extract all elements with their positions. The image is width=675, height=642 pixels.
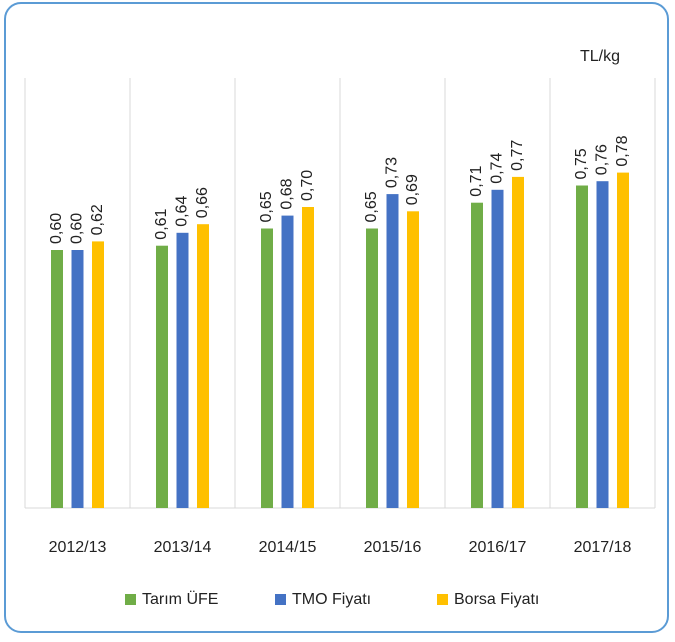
bar xyxy=(281,215,294,508)
bar xyxy=(471,202,483,508)
bar xyxy=(302,207,314,508)
value-label: 0,73 xyxy=(384,157,401,188)
value-label: 0,68 xyxy=(279,178,296,209)
bar xyxy=(176,232,189,509)
bar xyxy=(51,250,63,508)
bar xyxy=(386,194,399,508)
bar xyxy=(491,189,504,509)
bar xyxy=(92,241,104,508)
bar xyxy=(407,211,419,509)
value-label: 0,64 xyxy=(174,196,191,227)
value-label: 0,61 xyxy=(153,208,170,239)
x-tick-label: 2014/15 xyxy=(259,539,317,556)
unit-label: TL/kg xyxy=(580,48,620,65)
x-tick-label: 2013/14 xyxy=(154,539,212,556)
legend-swatch xyxy=(275,594,286,605)
value-label: 0,60 xyxy=(69,213,86,244)
value-label: 0,78 xyxy=(614,135,631,166)
bar xyxy=(596,181,609,508)
legend-label: Borsa Fiyatı xyxy=(454,591,539,608)
legend-label: Tarım ÜFE xyxy=(142,590,218,608)
value-label: 0,74 xyxy=(489,153,506,184)
x-tick-label: 2012/13 xyxy=(49,539,107,556)
bar xyxy=(71,250,84,508)
bar xyxy=(156,245,168,508)
value-label: 0,70 xyxy=(299,170,316,201)
value-label: 0,66 xyxy=(194,187,211,218)
frame xyxy=(4,2,669,633)
bar xyxy=(366,228,378,508)
bar xyxy=(512,176,524,508)
value-label: 0,60 xyxy=(48,213,65,244)
legend-swatch xyxy=(437,594,448,605)
value-label: 0,76 xyxy=(594,144,611,175)
x-tick-label: 2016/17 xyxy=(469,539,527,556)
legend-label: TMO Fiyatı xyxy=(292,591,371,608)
value-label: 0,77 xyxy=(509,140,526,171)
value-label: 0,75 xyxy=(573,148,590,179)
bar xyxy=(617,172,629,508)
x-tick-label: 2015/16 xyxy=(364,539,422,556)
value-label: 0,69 xyxy=(404,174,421,205)
legend-swatch xyxy=(125,594,136,605)
x-tick-label: 2017/18 xyxy=(574,539,632,556)
value-label: 0,62 xyxy=(89,204,106,235)
bar xyxy=(197,224,209,508)
value-label: 0,65 xyxy=(258,191,275,222)
bar xyxy=(576,185,588,508)
bar xyxy=(261,228,273,508)
value-label: 0,65 xyxy=(363,191,380,222)
value-label: 0,71 xyxy=(468,165,485,196)
